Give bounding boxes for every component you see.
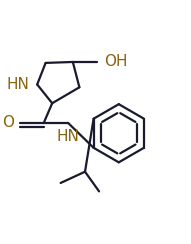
Text: HN: HN	[57, 129, 80, 143]
Text: HN: HN	[6, 77, 29, 92]
Text: O: O	[2, 115, 14, 131]
Text: OH: OH	[104, 54, 127, 70]
